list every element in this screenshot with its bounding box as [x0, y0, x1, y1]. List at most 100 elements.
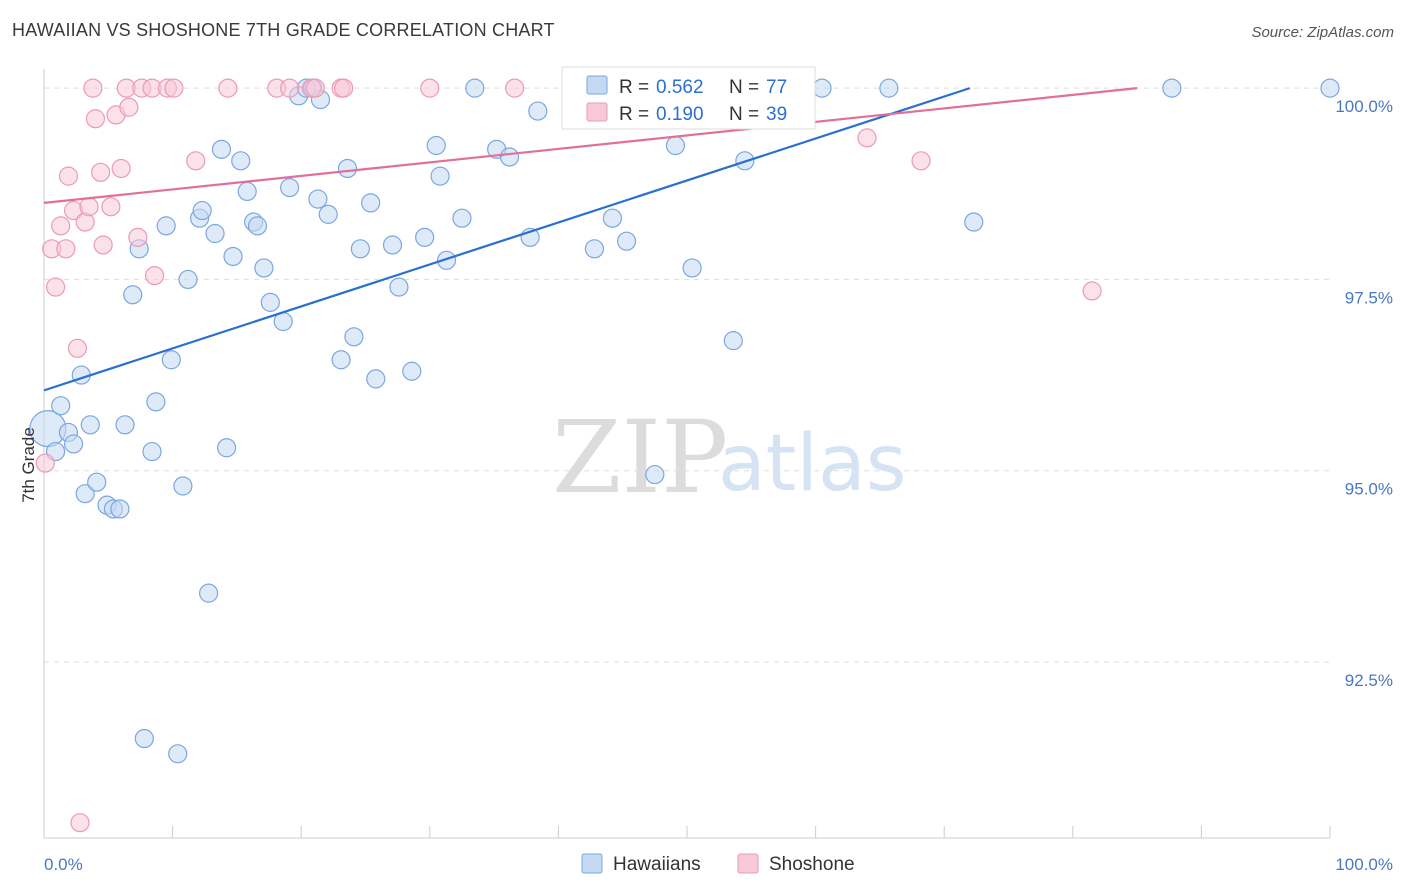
shoshone-point-29: [280, 78, 300, 98]
hawaiians-point-51: [389, 277, 409, 297]
hawaiians-point-55: [430, 166, 450, 186]
hawaiians-point-13: [123, 285, 143, 305]
shoshone-point-20: [128, 227, 148, 247]
shoshone-point-34: [420, 78, 440, 98]
hawaiians-r-label: R =: [619, 77, 649, 98]
hawaiians-point-48: [361, 193, 381, 213]
y-tick-label-3: 92.5%: [1345, 671, 1393, 690]
shoshone-legend-swatch: [586, 102, 608, 122]
shoshone-point-36: [857, 128, 877, 148]
shoshone-point-23: [144, 265, 165, 286]
shoshone-point-15: [101, 197, 121, 217]
hawaiians-point-2: [51, 396, 71, 416]
shoshone-point-37: [911, 151, 931, 171]
shoshone-point-33: [334, 78, 354, 98]
shoshone-point-4: [56, 239, 76, 259]
shoshone-point-26: [186, 151, 206, 171]
watermark-atlas: atlas: [718, 419, 907, 509]
hawaiians-point-15: [134, 728, 154, 749]
x-tick-label-0: 0.0%: [44, 855, 83, 874]
hawaiians-point-22: [178, 269, 198, 290]
hawaiians-point-29: [223, 246, 243, 267]
hawaiians-point-58: [465, 78, 485, 98]
hawaiians-point-62: [528, 101, 548, 121]
source-note: Source: ZipAtlas.com: [1251, 24, 1394, 41]
hawaiians-point-64: [602, 208, 623, 228]
shoshone-point-27: [218, 78, 238, 98]
shoshone-point-13: [90, 162, 111, 182]
hawaiians-point-7: [80, 415, 100, 435]
grid-lines: [44, 87, 1330, 663]
axes: [43, 69, 1331, 839]
shoshone-point-8: [70, 813, 90, 833]
hawaiians-n-label: N =: [729, 77, 759, 98]
shoshone-point-2: [45, 277, 66, 297]
y-tick-label-1: 97.5%: [1345, 288, 1393, 307]
hawaiians-point-28: [217, 438, 237, 458]
hawaiians-point-17: [146, 392, 166, 412]
shoshone-point-17: [111, 158, 131, 179]
hawaiians-trend-line: [43, 87, 971, 392]
hawaiians-point-72: [812, 78, 832, 98]
hawaiians-point-73: [879, 78, 899, 98]
hawaiians-point-12: [115, 415, 135, 435]
hawaiians-point-26: [205, 223, 225, 244]
stats-legend: R = 0.562 N = 77 R = 0.190 N = 39: [561, 66, 816, 130]
hawaiians-point-74: [964, 212, 984, 232]
hawaiians-point-6: [75, 484, 95, 504]
chart-title: HAWAIIAN VS SHOSHONE 7TH GRADE CORRELATI…: [12, 20, 555, 40]
watermark: ZIP atlas: [552, 399, 907, 516]
shoshone-point-7: [67, 338, 88, 358]
hawaiians-series-swatch: [581, 853, 603, 874]
hawaiians-point-47: [350, 239, 370, 259]
hawaiians-point-76: [1320, 78, 1340, 98]
shoshone-point-11: [83, 78, 103, 98]
hawaiians-point-37: [280, 178, 300, 198]
shoshone-n-value: 39: [766, 104, 787, 125]
hawaiians-point-67: [645, 464, 665, 485]
hawaiians-point-57: [452, 208, 472, 228]
hawaiians-point-60: [499, 147, 520, 167]
hawaiians-point-33: [247, 216, 268, 236]
shoshone-point-0: [35, 453, 55, 473]
hawaiians-legend-swatch: [586, 75, 608, 95]
trend-lines: [43, 87, 1138, 392]
hawaiians-point-43: [318, 204, 338, 224]
shoshone-point-35: [505, 78, 525, 98]
shoshone-point-31: [305, 78, 325, 98]
y-axis-label: 7th Grade: [19, 427, 38, 503]
shoshone-r-label: R =: [619, 104, 649, 125]
hawaiians-point-20: [168, 744, 188, 764]
hawaiians-point-35: [260, 292, 280, 312]
hawaiians-point-50: [382, 235, 403, 255]
shoshone-point-5: [58, 166, 79, 186]
hawaiians-point-16: [142, 441, 162, 462]
hawaiians-n-value: 77: [766, 77, 787, 98]
shoshone-series-swatch: [737, 853, 759, 874]
shoshone-point-12: [85, 109, 106, 129]
hawaiians-point-4: [63, 434, 84, 454]
series-legend: Hawaiians Shoshone: [581, 853, 855, 875]
shoshone-point-25: [164, 78, 184, 98]
shoshone-point-10: [79, 197, 99, 217]
tick-labels: 100.0% 97.5% 95.0% 92.5% 0.0% 100.0%: [44, 97, 1393, 874]
hawaiians-point-52: [402, 361, 422, 381]
hawaiians-point-18: [156, 216, 176, 236]
hawaiians-point-11: [110, 499, 130, 519]
hawaiians-point-45: [337, 158, 358, 179]
hawaiians-point-41: [308, 189, 328, 209]
shoshone-point-19: [119, 97, 139, 117]
shoshone-series-label: Shoshone: [769, 854, 855, 875]
shoshone-n-label: N =: [729, 104, 759, 125]
data-points: [29, 78, 1340, 833]
hawaiians-point-56: [436, 250, 457, 270]
hawaiians-point-54: [426, 135, 446, 156]
hawaiians-series-label: Hawaiians: [613, 854, 701, 875]
shoshone-r-value: 0.190: [656, 104, 704, 125]
hawaiians-point-63: [584, 239, 605, 259]
hawaiians-point-53: [415, 227, 435, 247]
y-tick-label-0: 100.0%: [1335, 97, 1393, 116]
shoshone-point-3: [51, 216, 71, 236]
x-tick-label-1: 100.0%: [1335, 855, 1393, 874]
